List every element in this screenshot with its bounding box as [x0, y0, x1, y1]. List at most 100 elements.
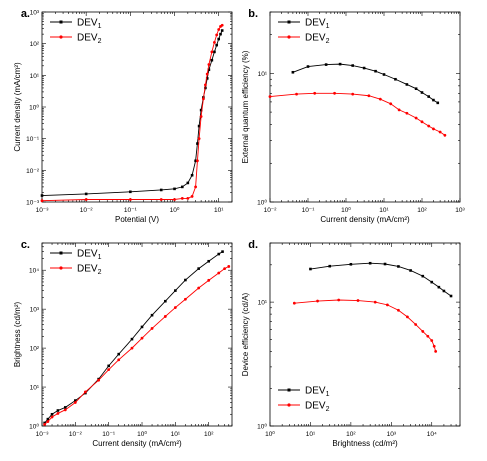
data-point-dev2: [199, 115, 203, 118]
x-axis-label: Potential (V): [115, 215, 159, 224]
data-point-dev2: [385, 303, 389, 307]
legend-label: DEV2: [77, 264, 102, 277]
data-point-dev1: [382, 73, 386, 76]
data-point-dev1: [442, 289, 446, 293]
data-point-dev2: [197, 286, 201, 290]
legend-marker: [59, 35, 63, 39]
legend-marker: [287, 388, 291, 392]
data-point-dev1: [196, 142, 199, 145]
legend-label-sub: 1: [98, 254, 102, 261]
legend-label-sub: 2: [326, 38, 330, 45]
x-tick-label: 10³: [455, 207, 465, 214]
data-point-dev1: [374, 69, 377, 73]
plot-frame: [269, 242, 461, 427]
data-point-dev2: [207, 278, 211, 282]
x-tick-label: 10⁻²: [264, 207, 278, 214]
data-point-dev1: [324, 63, 328, 66]
x-tick-label: 10⁻¹: [102, 431, 116, 438]
legend-marker: [59, 251, 63, 255]
data-point-dev2: [351, 92, 355, 96]
series-line-dev1: [310, 262, 452, 297]
y-tick-label: 10¹: [258, 71, 268, 78]
legend-label-sub: 2: [98, 269, 102, 276]
legend-label-sub: 1: [326, 23, 330, 30]
data-point-dev2: [173, 198, 176, 201]
y-tick-label: 10²: [30, 346, 40, 353]
data-point-dev2: [213, 40, 216, 44]
data-point-dev1: [40, 194, 44, 197]
x-axis-label: Current density (mA/cm²): [320, 215, 410, 224]
panel-label: a.: [21, 8, 30, 20]
series-line-dev2: [44, 266, 229, 425]
x-tick-label: 10⁻³: [36, 207, 50, 214]
x-tick-label: 10⁻³: [36, 431, 50, 438]
data-point-dev2: [50, 415, 54, 419]
data-point-dev1: [84, 192, 88, 196]
plot-frame: [269, 11, 461, 203]
data-point-dev2: [197, 137, 201, 141]
data-point-dev2: [63, 408, 67, 412]
data-point-dev2: [207, 63, 211, 66]
data-point-dev1: [129, 190, 132, 194]
data-point-dev1: [159, 188, 163, 192]
data-point-dev2: [405, 315, 409, 319]
data-point-dev1: [64, 406, 67, 409]
x-tick-label: 10²: [204, 431, 214, 438]
data-point-dev1: [46, 417, 50, 421]
y-tick-label: 10²: [30, 41, 40, 48]
x-tick-label: 10¹: [171, 431, 181, 438]
legend-marker: [287, 20, 291, 24]
data-point-dev2: [205, 72, 209, 76]
data-point-dev1: [74, 399, 77, 402]
y-tick-label: 10¹: [258, 300, 268, 307]
data-point-dev2: [397, 108, 401, 112]
data-point-dev1: [199, 108, 203, 112]
x-tick-label: 10⁻²: [69, 431, 83, 438]
data-point-dev2: [414, 323, 418, 326]
panel-c: 10⁻³ 10⁻² 10⁻¹ 10⁰ 10¹ 10² 10⁰ 10¹ 10² 10³ 10⁴ Curr…: [13, 239, 233, 448]
legend-label-sub: 2: [98, 38, 102, 45]
series-line-dev1: [41, 30, 223, 196]
data-point-dev2: [420, 120, 424, 124]
data-point-dev2: [190, 195, 194, 198]
panel-label: b.: [248, 8, 258, 20]
data-point-dev2: [73, 401, 77, 404]
data-point-dev1: [328, 264, 332, 268]
data-point-dev1: [437, 285, 441, 289]
data-point-dev2: [356, 299, 360, 302]
legend-label-base: DEV: [305, 18, 326, 29]
data-point-dev1: [349, 262, 353, 266]
plot-frame: [41, 242, 233, 427]
data-point-dev2: [373, 300, 377, 304]
data-point-dev1: [43, 421, 46, 425]
data-point-dev2: [426, 334, 430, 338]
series-line-dev2: [41, 24, 223, 202]
data-point-dev2: [427, 124, 431, 128]
data-point-dev1: [219, 32, 222, 36]
plot-frame: [41, 11, 233, 203]
legend-label-sub: 1: [326, 391, 330, 398]
data-point-dev1: [430, 280, 434, 284]
data-point-dev1: [207, 259, 210, 263]
data-point-dev2: [130, 346, 134, 350]
data-point-dev2: [159, 198, 163, 201]
data-point-dev2: [443, 133, 447, 137]
data-point-dev2: [333, 91, 336, 95]
data-point-dev2: [389, 102, 393, 106]
y-tick-label: 10⁴: [29, 268, 39, 275]
data-point-dev1: [309, 267, 312, 271]
data-point-dev2: [432, 127, 435, 131]
series-line-dev1: [292, 63, 439, 104]
data-point-dev1: [140, 325, 144, 329]
series-line-dev2: [294, 299, 437, 352]
data-point-dev2: [107, 368, 111, 372]
legend-label-base: DEV: [305, 401, 326, 412]
data-point-dev2: [223, 267, 227, 271]
data-point-dev2: [173, 306, 177, 309]
series-line-dev1: [44, 251, 223, 424]
panel-label: d.: [248, 239, 258, 251]
